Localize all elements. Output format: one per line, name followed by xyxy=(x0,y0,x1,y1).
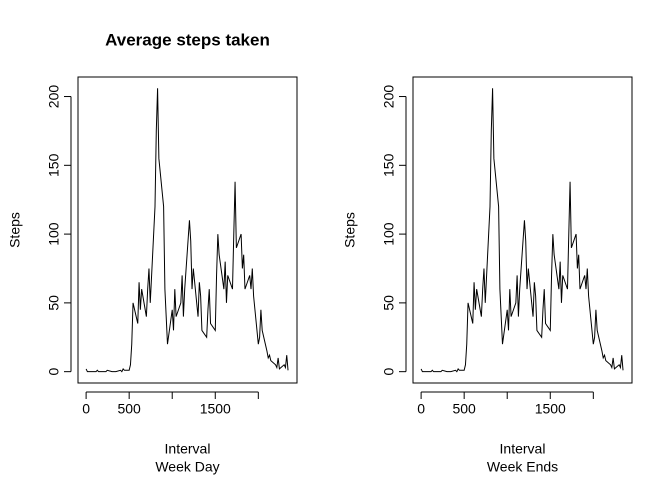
y-tick-label: 0 xyxy=(46,368,62,376)
subtitle: Week Ends xyxy=(487,459,558,475)
y-tick-label: 200 xyxy=(381,85,397,109)
x-tick-label: 1500 xyxy=(200,401,231,417)
x-tick-label: 1500 xyxy=(535,401,566,417)
y-tick-label: 200 xyxy=(46,85,62,109)
y-tick-label: 100 xyxy=(46,222,62,246)
y-tick-label: 100 xyxy=(381,222,397,246)
data-line xyxy=(85,88,289,373)
y-tick-label: 0 xyxy=(381,368,397,376)
chart-title: Average steps taken xyxy=(105,30,270,49)
x-tick-label: 500 xyxy=(452,401,476,417)
y-tick-label: 150 xyxy=(46,153,62,177)
y-tick-label: 150 xyxy=(381,153,397,177)
y-tick-label: 50 xyxy=(381,295,397,311)
x-tick-label: 500 xyxy=(117,401,141,417)
plot-box xyxy=(77,76,298,384)
data-line xyxy=(420,88,624,373)
x-tick-label: 0 xyxy=(417,401,425,417)
y-tick-label: 50 xyxy=(46,295,62,311)
x-axis-label: Interval xyxy=(165,441,211,457)
x-axis-label: Interval xyxy=(500,441,546,457)
subtitle: Week Day xyxy=(155,459,219,475)
y-axis-label: Steps xyxy=(342,212,358,248)
y-axis-label: Steps xyxy=(7,212,23,248)
x-tick-label: 0 xyxy=(82,401,90,417)
plot-box xyxy=(412,76,633,384)
